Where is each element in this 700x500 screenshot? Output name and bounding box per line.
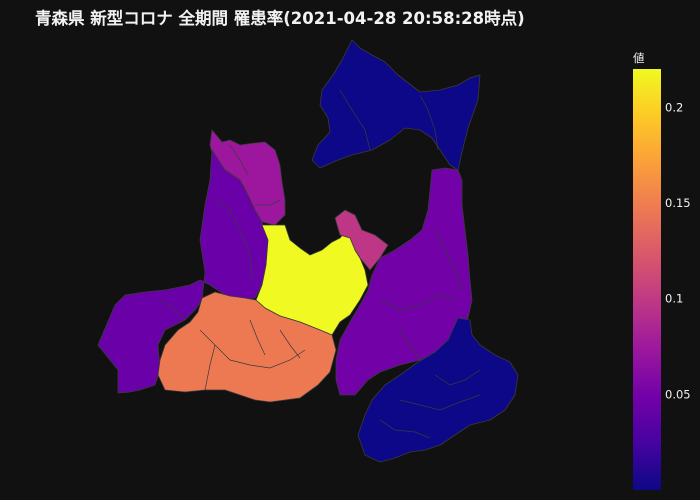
colorbar-tick-label: 0.2: [665, 100, 683, 114]
region-kamikita[interactable]: [335, 167, 473, 396]
region-shimokita[interactable]: [311, 39, 481, 171]
colorbar-title: 値: [633, 51, 645, 65]
colorbar-gradient: [633, 69, 661, 490]
colorbar-tick-label: 0.1: [665, 292, 683, 306]
region-hachinohe[interactable]: [357, 317, 519, 463]
colorbar-tick-label: 0.05: [665, 387, 691, 401]
colorbar-tick-label: 0.15: [665, 196, 691, 210]
region-hirosaki[interactable]: [157, 291, 337, 403]
chart-title: 青森県 新型コロナ 全期間 罹患率(2021-04-28 20:58:28時点): [35, 9, 525, 28]
